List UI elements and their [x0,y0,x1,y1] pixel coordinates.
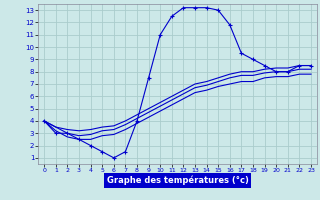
X-axis label: Graphe des températures (°c): Graphe des températures (°c) [107,176,249,185]
